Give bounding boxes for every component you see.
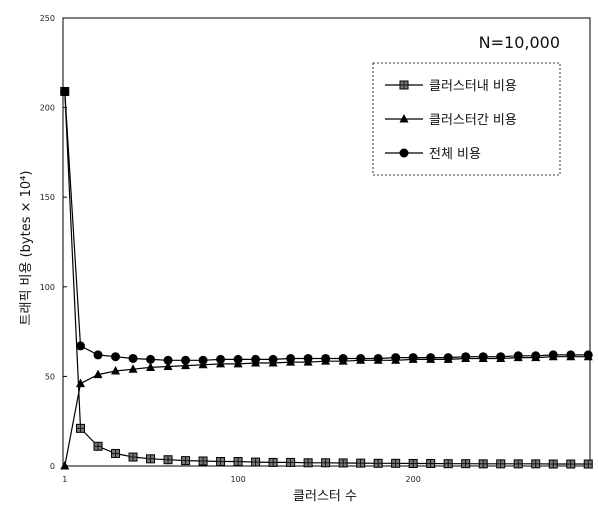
data-point-circle <box>303 353 313 363</box>
data-point-circle <box>408 353 418 363</box>
data-point-circle <box>251 354 261 364</box>
legend-label: 전체 비용 <box>429 147 481 162</box>
data-point-circle <box>531 351 541 361</box>
legend-label: 클러스터내 비용 <box>429 79 517 94</box>
data-point-square <box>251 457 261 467</box>
data-point-square <box>216 457 226 467</box>
data-point-square <box>93 441 103 451</box>
y-tick-label: 100 <box>40 283 55 292</box>
legend-item-circle: 전체 비용 <box>385 147 481 162</box>
y-axis-title: 트래픽 비용 (bytes × 10⁴) <box>19 171 34 326</box>
legend-item-triangle: 클러스터간 비용 <box>385 113 517 128</box>
data-point-square <box>163 455 173 465</box>
data-point-circle <box>513 351 523 361</box>
data-point-square <box>338 458 348 468</box>
data-point-square <box>111 448 121 458</box>
data-point-square <box>443 459 453 469</box>
data-point-triangle <box>76 378 86 388</box>
y-tick-label: 200 <box>40 104 55 113</box>
data-point-square <box>531 459 541 469</box>
data-point-circle <box>93 350 103 360</box>
series-circle <box>60 86 593 365</box>
series-triangle <box>60 351 593 470</box>
data-point-circle <box>163 355 173 365</box>
legend-marker-triangle <box>399 114 409 123</box>
legend-marker-square <box>399 80 409 90</box>
data-point-square <box>303 458 313 468</box>
data-point-square <box>181 456 191 466</box>
data-point-triangle <box>60 461 70 470</box>
data-point-circle <box>146 354 156 364</box>
data-point-circle <box>478 352 488 362</box>
data-point-square <box>548 459 558 469</box>
data-point-square <box>461 459 471 469</box>
data-point-circle <box>233 354 243 364</box>
y-tick-label: 0 <box>50 462 55 471</box>
data-point-square <box>198 456 208 466</box>
series-line <box>64 356 589 467</box>
data-point-circle <box>443 353 453 363</box>
data-point-circle <box>321 353 331 363</box>
data-point-circle <box>391 353 401 363</box>
data-point-circle <box>60 86 70 96</box>
data-point-square <box>566 459 576 469</box>
data-point-circle <box>356 353 366 363</box>
data-point-circle <box>111 352 121 362</box>
data-point-circle <box>76 341 86 351</box>
data-point-circle <box>496 352 506 362</box>
data-point-triangle <box>163 361 173 371</box>
x-tick-label: 100 <box>230 475 245 484</box>
y-tick-label: 250 <box>40 14 55 23</box>
data-point-circle <box>198 355 208 365</box>
data-point-square <box>76 423 86 433</box>
data-point-square <box>146 454 156 464</box>
data-point-square <box>513 459 523 469</box>
y-tick-label: 150 <box>40 193 55 202</box>
data-point-circle <box>181 355 191 365</box>
data-point-circle <box>583 350 593 360</box>
data-point-circle <box>461 352 471 362</box>
data-point-square <box>321 458 331 468</box>
data-point-circle <box>548 350 558 360</box>
x-tick-label: 1 <box>62 475 67 484</box>
data-point-triangle <box>181 360 191 370</box>
data-point-square <box>391 458 401 468</box>
data-point-square <box>356 458 366 468</box>
data-point-circle <box>566 350 576 360</box>
y-tick-label: 50 <box>45 372 55 381</box>
data-point-square <box>128 452 138 462</box>
data-point-circle <box>268 354 278 364</box>
data-point-square <box>286 457 296 467</box>
x-axis-title: 클러스터 수 <box>293 489 357 504</box>
sample-size-annotation: N=10,000 <box>479 33 560 52</box>
data-point-square <box>268 457 278 467</box>
data-point-circle <box>216 354 226 364</box>
data-point-circle <box>373 353 383 363</box>
data-point-square <box>373 458 383 468</box>
data-point-triangle <box>146 362 156 371</box>
legend-item-square: 클러스터내 비용 <box>385 79 517 94</box>
data-point-circle <box>128 353 138 363</box>
legend-marker-circle <box>399 148 409 158</box>
data-point-triangle <box>128 364 138 373</box>
data-point-square <box>583 459 593 469</box>
data-point-circle <box>286 353 296 363</box>
data-point-square <box>426 458 436 468</box>
data-point-square <box>408 458 418 468</box>
data-point-triangle <box>93 369 103 379</box>
data-point-square <box>478 459 488 469</box>
data-point-square <box>496 459 506 469</box>
data-point-circle <box>338 353 348 363</box>
legend-label: 클러스터간 비용 <box>429 113 517 128</box>
data-point-square <box>233 457 243 467</box>
data-point-circle <box>426 353 436 363</box>
data-point-triangle <box>111 366 121 375</box>
x-tick-label: 200 <box>406 475 421 484</box>
